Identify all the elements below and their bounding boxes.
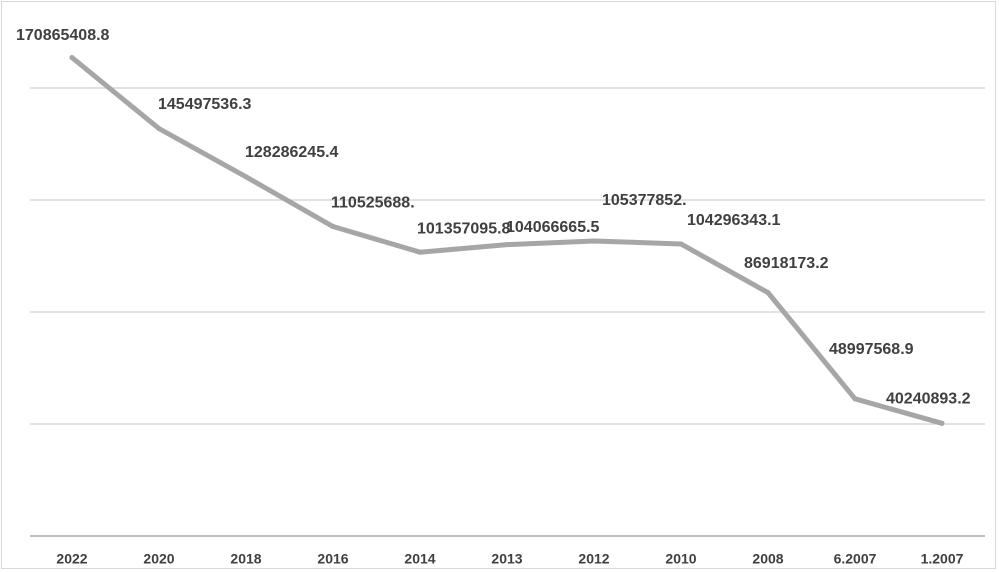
- data-label: 105377852.: [602, 192, 687, 209]
- data-label: 170865408.8: [16, 27, 110, 44]
- data-label: 48997568.9: [829, 341, 914, 358]
- data-point: [69, 55, 75, 61]
- x-tick-label: 2014: [404, 551, 435, 567]
- data-label: 104296343.1: [687, 212, 781, 229]
- data-label: 128286245.4: [245, 144, 339, 161]
- x-tick-label: 2010: [665, 551, 696, 567]
- data-label: 104066665.5: [506, 219, 600, 236]
- data-point: [417, 249, 423, 255]
- data-point: [330, 224, 336, 230]
- x-tick-label: 1.2007: [921, 551, 964, 567]
- x-tick-label: 2008: [752, 551, 783, 567]
- data-label: 40240893.2: [886, 391, 971, 408]
- data-point: [678, 241, 684, 247]
- series-lines: [69, 55, 945, 426]
- x-tick-label: 2012: [578, 551, 609, 567]
- data-point: [243, 174, 249, 180]
- grid-lines: [30, 87, 985, 537]
- x-tick-label: 2013: [491, 551, 522, 567]
- data-point: [156, 126, 162, 132]
- x-tick-label: 2018: [230, 551, 261, 567]
- data-point: [765, 290, 771, 296]
- x-tick-labels: 2022 2020 2018 2016 2014 2013 2012 2010 2008 6.20…: [56, 551, 963, 567]
- data-point: [939, 420, 945, 426]
- data-label: 86918173.2: [744, 255, 829, 272]
- data-point: [852, 396, 858, 402]
- x-tick-label: 2020: [143, 551, 174, 567]
- data-point: [591, 238, 597, 244]
- data-point: [504, 242, 510, 248]
- data-labels: 170865408.8 145497536.3 128286245.4 1105256…: [16, 27, 971, 408]
- data-label: 110525688.: [331, 195, 415, 212]
- x-tick-label: 2016: [317, 551, 348, 567]
- x-tick-label: 2022: [56, 551, 87, 567]
- data-label: 101357095.8: [417, 220, 511, 237]
- x-tick-label: 6.2007: [834, 551, 877, 567]
- data-label: 145497536.3: [158, 96, 252, 113]
